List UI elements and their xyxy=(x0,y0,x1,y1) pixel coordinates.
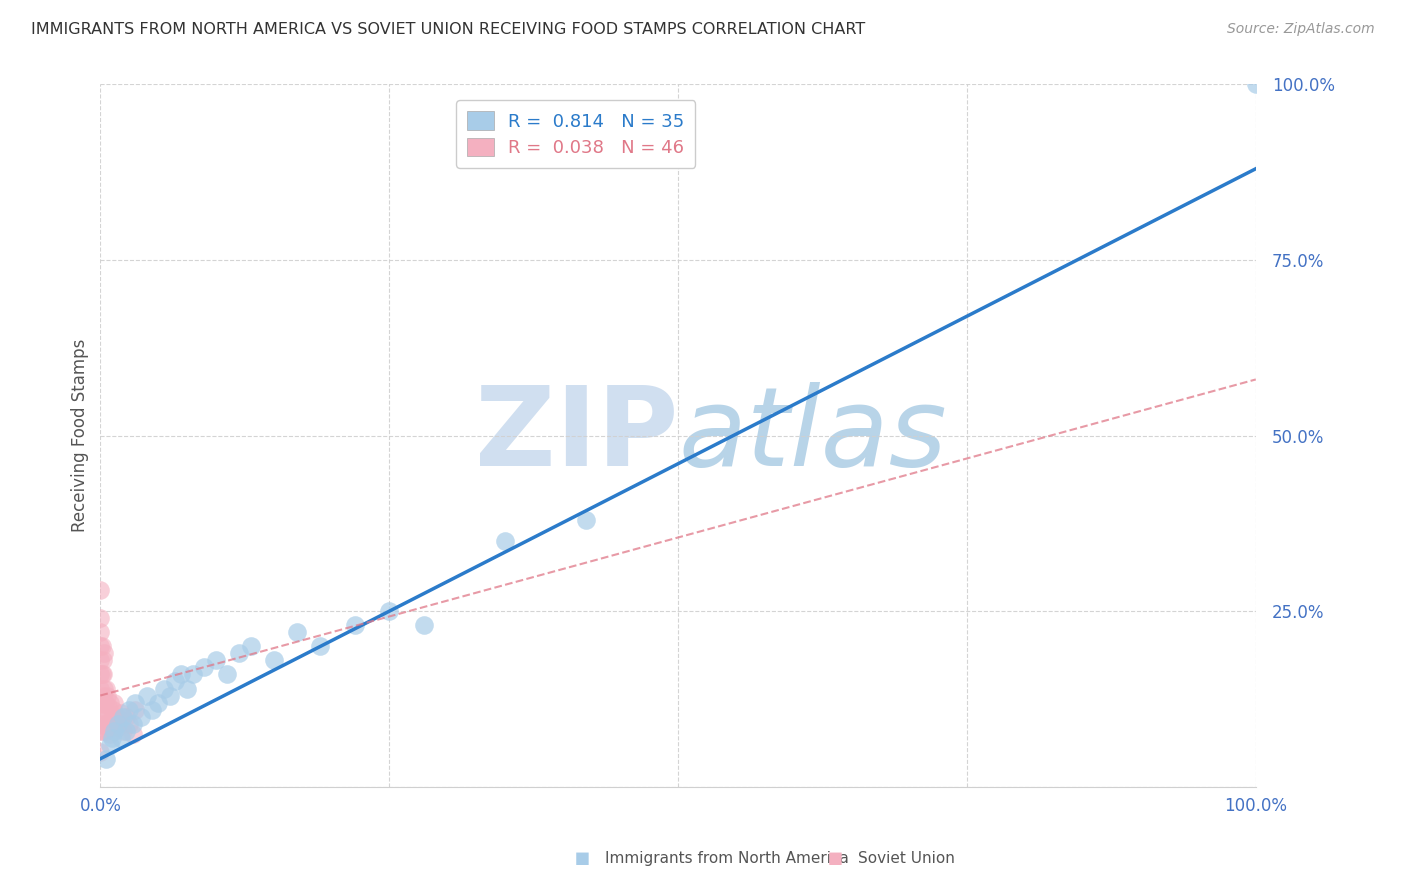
Point xyxy=(96,716,118,731)
Point xyxy=(93,702,115,716)
Point xyxy=(105,709,128,723)
Point xyxy=(89,723,111,738)
Text: Immigrants from North America: Immigrants from North America xyxy=(605,851,848,865)
Point xyxy=(94,709,117,723)
Point xyxy=(146,696,169,710)
Point xyxy=(108,713,131,727)
Point xyxy=(159,689,181,703)
Point xyxy=(94,681,117,696)
Text: ▪: ▪ xyxy=(574,847,591,870)
Point xyxy=(101,720,124,734)
Point xyxy=(89,709,111,723)
Point xyxy=(89,681,111,696)
Point xyxy=(228,646,250,660)
Point xyxy=(90,696,112,710)
Point xyxy=(181,667,204,681)
Point xyxy=(575,513,598,527)
Point xyxy=(94,723,117,738)
Point xyxy=(141,702,163,716)
Point xyxy=(93,646,115,660)
Point xyxy=(94,752,117,766)
Point xyxy=(101,702,124,716)
Point xyxy=(205,653,228,667)
Point xyxy=(98,727,121,741)
Point xyxy=(309,640,332,654)
Point xyxy=(121,727,143,741)
Point xyxy=(176,681,198,696)
Point xyxy=(94,696,117,710)
Point xyxy=(89,745,111,759)
Point xyxy=(98,696,121,710)
Text: IMMIGRANTS FROM NORTH AMERICA VS SOVIET UNION RECEIVING FOOD STAMPS CORRELATION : IMMIGRANTS FROM NORTH AMERICA VS SOVIET … xyxy=(31,22,865,37)
Text: atlas: atlas xyxy=(678,382,946,489)
Point xyxy=(124,702,146,716)
Point xyxy=(165,674,187,689)
Point xyxy=(90,716,112,731)
Point xyxy=(153,681,176,696)
Point xyxy=(104,716,127,731)
Point xyxy=(90,640,112,654)
Point xyxy=(97,720,120,734)
Point xyxy=(114,709,136,723)
Point xyxy=(112,723,135,738)
Point xyxy=(97,699,120,714)
Point xyxy=(89,696,111,710)
Point xyxy=(91,689,114,703)
Point xyxy=(100,713,122,727)
Point xyxy=(378,604,401,618)
Point xyxy=(118,716,141,731)
Point xyxy=(193,660,215,674)
Text: Source: ZipAtlas.com: Source: ZipAtlas.com xyxy=(1227,22,1375,37)
Point xyxy=(90,667,112,681)
Point xyxy=(89,625,111,640)
Point xyxy=(89,667,111,681)
Point xyxy=(89,583,111,598)
Point xyxy=(110,706,132,720)
Point xyxy=(93,681,115,696)
Point xyxy=(98,738,121,752)
Point xyxy=(494,534,516,549)
Point xyxy=(107,720,129,734)
Point xyxy=(91,723,114,738)
Point xyxy=(103,696,125,710)
Point xyxy=(96,689,118,703)
Point xyxy=(239,640,262,654)
Y-axis label: Receiving Food Stamps: Receiving Food Stamps xyxy=(72,339,89,533)
Point xyxy=(89,611,111,625)
Point xyxy=(114,723,136,738)
Point xyxy=(101,731,124,745)
Point xyxy=(135,689,157,703)
Point xyxy=(112,709,135,723)
Point xyxy=(217,667,239,681)
Text: Soviet Union: Soviet Union xyxy=(858,851,955,865)
Point xyxy=(91,667,114,681)
Point xyxy=(110,731,132,745)
Point xyxy=(121,716,143,731)
Point xyxy=(107,716,129,731)
Point xyxy=(124,696,146,710)
Point xyxy=(285,625,308,640)
Point xyxy=(1244,78,1267,92)
Point xyxy=(91,653,114,667)
Point xyxy=(103,723,125,738)
Point xyxy=(170,667,193,681)
Legend: R =  0.814   N = 35, R =  0.038   N = 46: R = 0.814 N = 35, R = 0.038 N = 46 xyxy=(456,101,696,168)
Point xyxy=(89,653,111,667)
Point xyxy=(89,640,111,654)
Point xyxy=(343,618,366,632)
Point xyxy=(263,653,285,667)
Text: ZIP: ZIP xyxy=(475,382,678,489)
Point xyxy=(129,709,152,723)
Point xyxy=(118,702,141,716)
Text: ▪: ▪ xyxy=(827,847,844,870)
Point xyxy=(412,618,434,632)
